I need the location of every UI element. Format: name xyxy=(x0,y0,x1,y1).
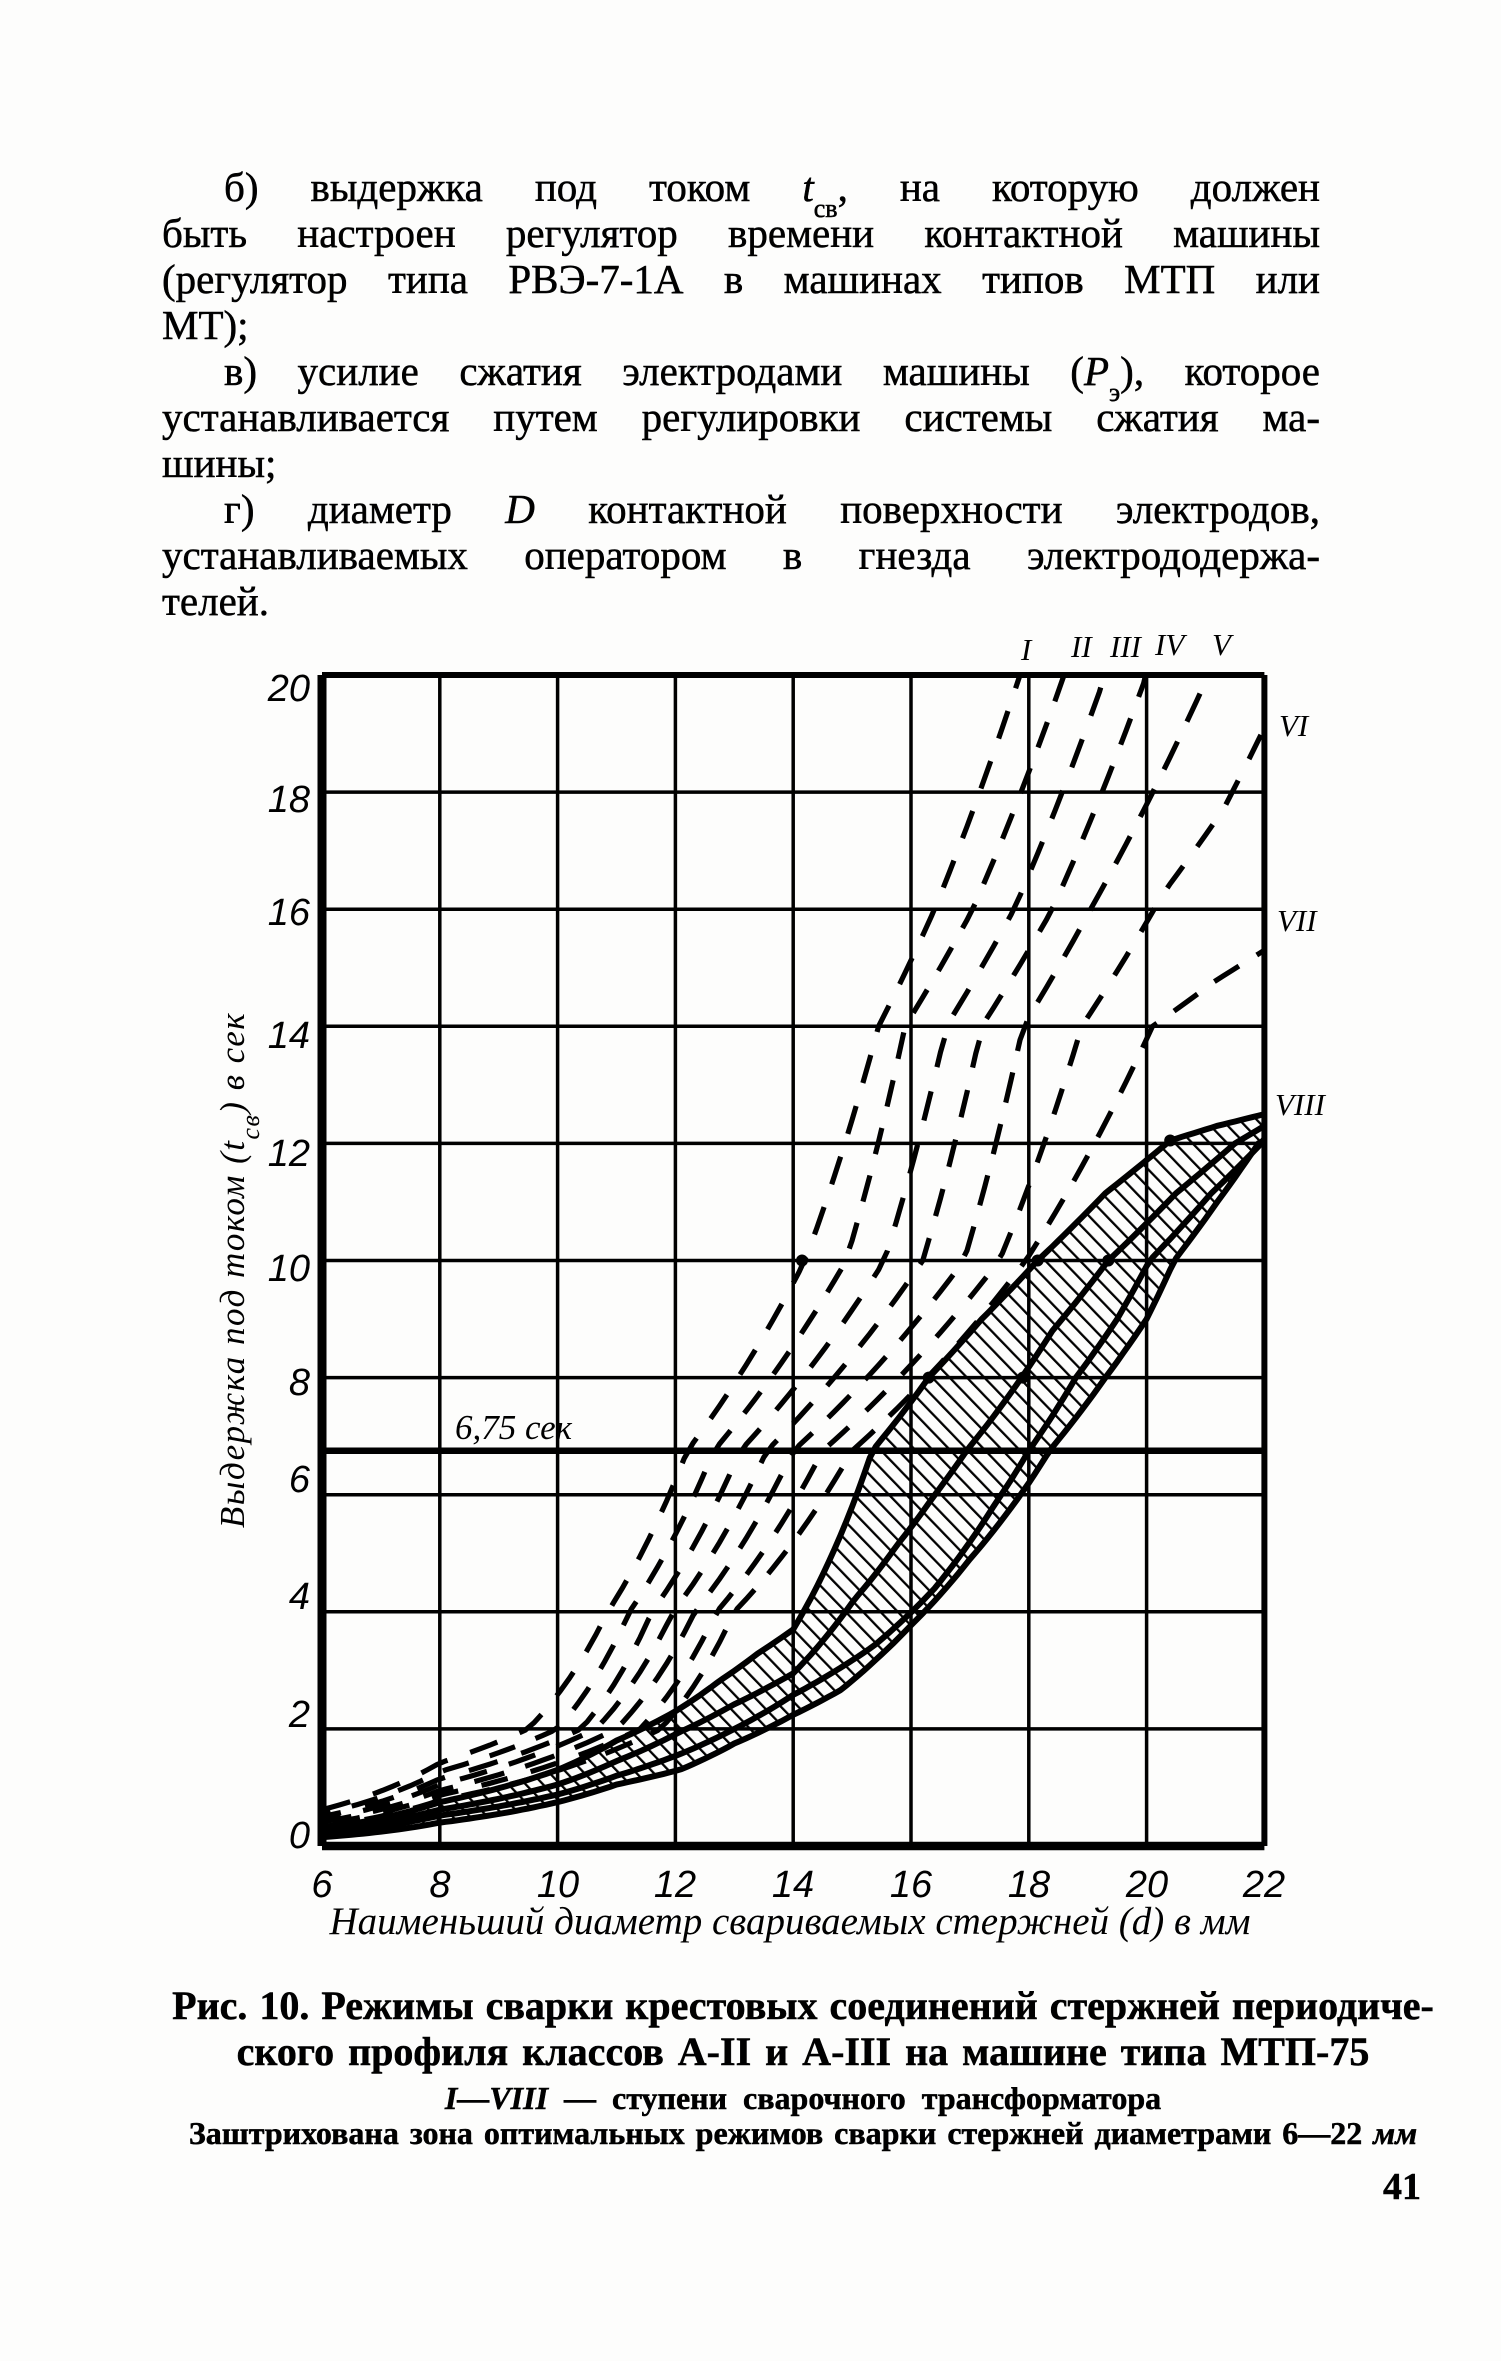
svg-text:18: 18 xyxy=(268,779,310,821)
svg-text:16: 16 xyxy=(890,1864,933,1906)
svg-text:Выдержка под током (tсв) в сек: Выдержка под током (tсв) в сек xyxy=(213,1012,265,1528)
svg-text:8: 8 xyxy=(289,1362,310,1404)
svg-text:12: 12 xyxy=(268,1133,310,1175)
svg-text:VIII: VIII xyxy=(1275,1087,1327,1122)
svg-text:10: 10 xyxy=(268,1248,310,1290)
svg-text:6: 6 xyxy=(311,1864,333,1906)
svg-text:16: 16 xyxy=(268,892,311,934)
svg-text:14: 14 xyxy=(268,1015,310,1057)
svg-text:VI: VI xyxy=(1279,708,1310,743)
svg-text:Наименьший диаметр свариваемых: Наименьший диаметр свариваемых стержней … xyxy=(329,1900,1251,1943)
svg-text:10: 10 xyxy=(537,1864,579,1906)
svg-text:14: 14 xyxy=(772,1864,814,1906)
svg-text:4: 4 xyxy=(289,1576,310,1618)
svg-text:20: 20 xyxy=(267,668,310,710)
svg-text:IV: IV xyxy=(1154,627,1187,662)
svg-text:III: III xyxy=(1109,629,1143,664)
svg-text:6,75 сек: 6,75 сек xyxy=(455,1408,573,1447)
svg-text:VII: VII xyxy=(1277,903,1318,938)
svg-text:6: 6 xyxy=(289,1459,311,1501)
svg-text:8: 8 xyxy=(429,1864,450,1906)
svg-text:22: 22 xyxy=(1242,1864,1285,1906)
svg-text:2: 2 xyxy=(288,1694,310,1736)
svg-text:18: 18 xyxy=(1008,1864,1050,1906)
svg-text:0: 0 xyxy=(289,1815,310,1857)
svg-text:V: V xyxy=(1212,627,1234,662)
svg-text:II: II xyxy=(1070,629,1093,664)
svg-text:20: 20 xyxy=(1125,1864,1168,1906)
svg-text:I: I xyxy=(1020,632,1033,667)
svg-text:12: 12 xyxy=(654,1864,696,1906)
